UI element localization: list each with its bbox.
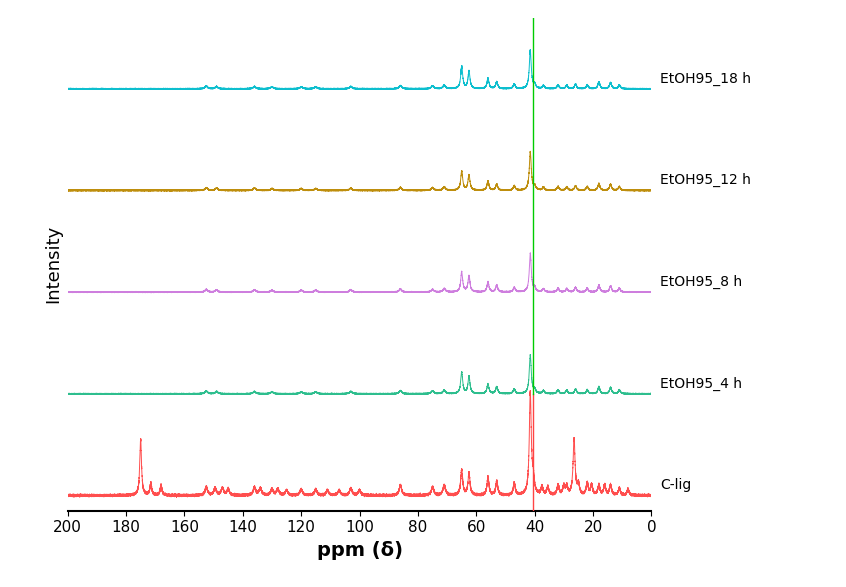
Text: EtOH95_12 h: EtOH95_12 h: [660, 173, 751, 187]
Text: EtOH95_8 h: EtOH95_8 h: [660, 275, 742, 289]
Text: EtOH95_4 h: EtOH95_4 h: [660, 377, 742, 391]
Text: C-lig: C-lig: [660, 478, 691, 492]
Y-axis label: Intensity: Intensity: [44, 225, 62, 303]
X-axis label: ppm (δ): ppm (δ): [316, 541, 403, 560]
Text: EtOH95_18 h: EtOH95_18 h: [660, 72, 751, 86]
